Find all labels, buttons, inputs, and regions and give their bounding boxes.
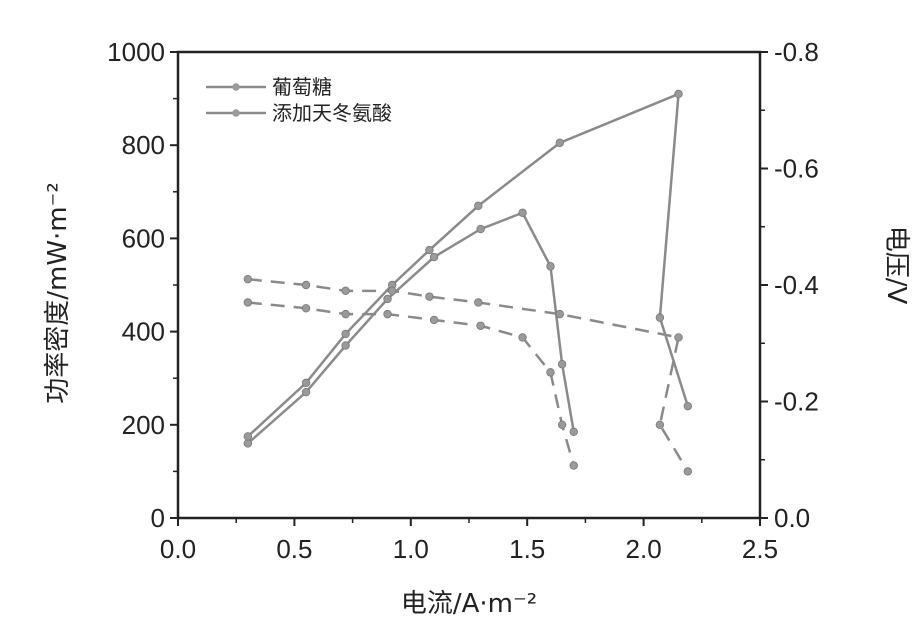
data-point	[656, 421, 664, 429]
series-line	[248, 302, 574, 465]
y-right-tick-label: -0.4	[774, 270, 819, 300]
x-tick-label: 2.5	[742, 534, 778, 564]
data-point	[675, 334, 683, 342]
data-point	[675, 90, 683, 98]
y-right-tick-label: -0.2	[774, 387, 819, 417]
data-point	[342, 342, 350, 350]
series-line	[248, 213, 574, 444]
legend-label: 葡萄糖	[272, 75, 332, 99]
data-point	[547, 263, 555, 271]
y-left-tick-label: 0	[151, 503, 165, 533]
x-tick-label: 1.0	[393, 534, 429, 564]
x-tick-label: 2.0	[626, 534, 662, 564]
data-point	[477, 322, 485, 330]
y-left-tick-label: 1000	[107, 37, 165, 67]
x-tick-label: 1.5	[509, 534, 545, 564]
legend: 葡萄糖添加天冬氨酸	[206, 75, 392, 125]
data-point	[426, 293, 434, 301]
y-axis-right-title: 电压/V	[881, 226, 911, 305]
y-right-tick-label: 0.0	[774, 503, 810, 533]
data-point	[342, 310, 350, 318]
x-axis-title: 电流/A·m⁻²	[401, 589, 537, 619]
x-tick-label: 0.5	[276, 534, 312, 564]
y-right-tick-label: -0.6	[774, 154, 819, 184]
data-point	[426, 246, 434, 254]
y-left-tick-label: 800	[122, 130, 165, 160]
y-left-tick-label: 600	[122, 223, 165, 253]
data-point	[342, 287, 350, 295]
data-point	[684, 468, 692, 476]
data-point	[556, 139, 564, 147]
data-point	[684, 402, 692, 410]
data-point	[558, 421, 566, 429]
data-point	[570, 428, 578, 436]
series-line	[248, 279, 688, 471]
series-layer	[244, 90, 692, 475]
data-point	[570, 462, 578, 470]
data-point	[302, 281, 310, 289]
data-point	[302, 305, 310, 313]
series-line	[248, 94, 688, 437]
data-point	[388, 287, 396, 295]
data-point	[384, 295, 392, 303]
data-point	[475, 202, 483, 210]
y-axis-left-title: 功率密度/mW·m⁻²	[43, 182, 73, 404]
data-point	[547, 369, 555, 377]
data-point	[477, 225, 485, 233]
data-point	[244, 433, 252, 441]
data-point	[302, 379, 310, 387]
series-voltage-2	[244, 299, 578, 470]
x-tick-label: 0.0	[160, 534, 196, 564]
data-point	[558, 360, 566, 368]
data-point	[556, 310, 564, 318]
data-point	[475, 299, 483, 307]
plot-frame	[178, 52, 760, 518]
data-point	[384, 310, 392, 318]
legend-swatch-marker	[232, 83, 240, 91]
data-point	[244, 275, 252, 283]
data-point	[244, 299, 252, 307]
data-point	[430, 253, 438, 261]
data-point	[342, 330, 350, 338]
y-left-tick-label: 200	[122, 410, 165, 440]
legend-label: 添加天冬氨酸	[272, 101, 392, 125]
data-point	[656, 314, 664, 322]
data-point	[244, 440, 252, 448]
legend-swatch-marker	[232, 109, 240, 117]
series-power_density-0	[244, 209, 578, 447]
data-point	[519, 209, 527, 217]
data-point	[519, 334, 527, 342]
y-left-tick-label: 400	[122, 317, 165, 347]
data-point	[430, 316, 438, 324]
data-point	[302, 388, 310, 396]
y-right-tick-label: -0.8	[774, 37, 819, 67]
